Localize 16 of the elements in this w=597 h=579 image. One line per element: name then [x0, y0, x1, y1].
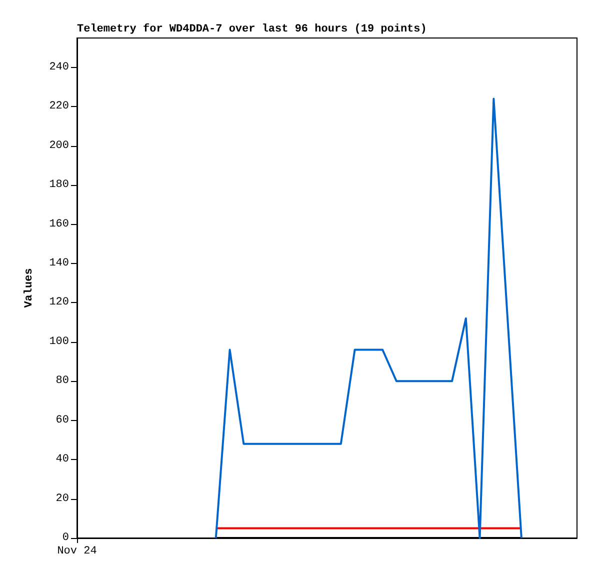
y-tick-label: 0 — [62, 532, 69, 544]
y-tick-label: 220 — [49, 100, 69, 113]
y-tick-label: 200 — [49, 140, 69, 152]
y-tick-label: 20 — [56, 492, 69, 505]
y-tick-label: 60 — [56, 414, 69, 426]
y-tick-label: 160 — [49, 218, 69, 230]
y-tick-label: 80 — [56, 375, 69, 388]
x-tick-label: Nov 24 — [57, 546, 98, 558]
y-tick-label: 240 — [49, 61, 69, 74]
y-tick-label: 40 — [56, 454, 69, 466]
chart-title: Telemetry for WD4DDA-7 over last 96 hours (19 points) — [77, 22, 427, 36]
y-tick-label: 100 — [49, 336, 69, 348]
y-tick-label: 140 — [49, 257, 69, 270]
y-tick-label: 120 — [49, 296, 69, 309]
y-axis-title: Values — [24, 268, 36, 308]
y-tick-label: 180 — [49, 179, 69, 192]
